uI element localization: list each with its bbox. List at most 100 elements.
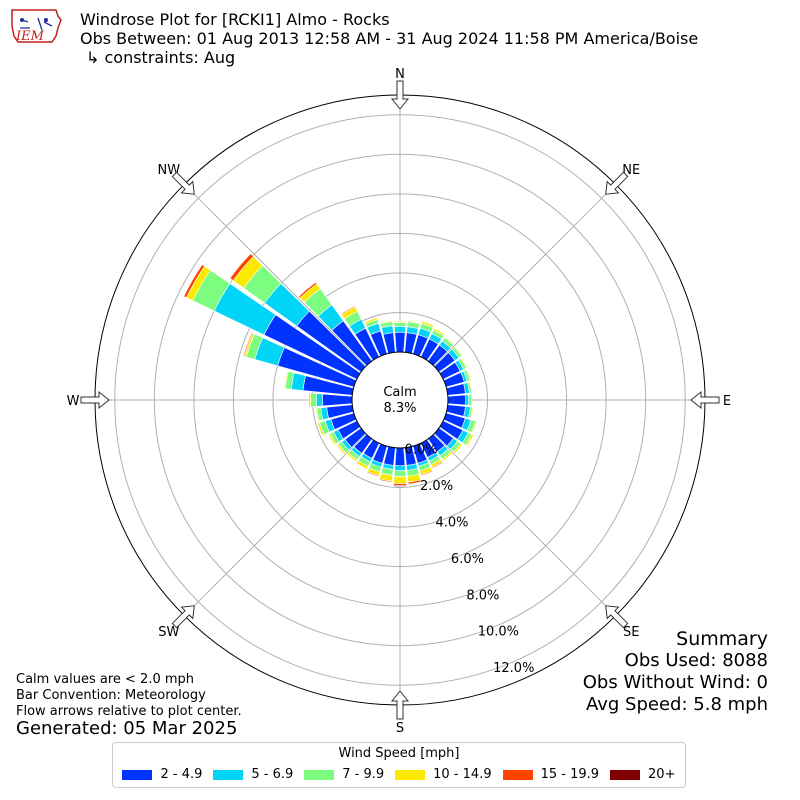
calm-value: 8.3% [383, 401, 416, 416]
bar-0-bin-4 [393, 321, 407, 323]
bar-140-bin-4 [441, 451, 453, 462]
bar-270-bin-2 [316, 393, 323, 407]
bar-320-bin-5 [298, 281, 318, 299]
bar-310-bin-5 [229, 253, 254, 281]
legend-swatch [122, 769, 153, 780]
flow-arrow-nw-icon [171, 171, 195, 195]
spoke-se [433, 433, 617, 617]
direction-label-se: SE [623, 625, 639, 640]
obs-without-wind: Obs Without Wind: 0 [582, 672, 768, 693]
avg-speed: Avg Speed: 5.8 mph [586, 694, 768, 715]
legend-item-bin-6: 20+ [610, 767, 675, 782]
bar-70-bin-4 [465, 369, 472, 381]
bar-20-bin-4 [421, 321, 435, 328]
bar-90-bin-2 [465, 394, 470, 406]
obs-used: Obs Used: 8088 [624, 650, 768, 671]
bar-50-bin-4 [453, 345, 463, 357]
polar-grid [95, 95, 705, 705]
calm-note: Calm values are < 2.0 mph [16, 672, 195, 687]
bar-270-bin-4 [308, 392, 312, 408]
bar-180-bin-1 [394, 447, 406, 467]
plot-notes: Calm values are < 2.0 mph Bar Convention… [16, 672, 242, 720]
calm-label: Calm [383, 385, 416, 400]
flow-arrow-ne-icon [605, 171, 629, 195]
bar-330-bin-5 [340, 305, 356, 316]
windrose-bars [183, 253, 478, 487]
title-block: Windrose Plot for [RCKI1] Almo - Rocks O… [80, 10, 698, 67]
radial-tick-label-0: 0.0% [405, 443, 438, 458]
bar-0-bin-1 [394, 331, 406, 353]
spoke-ne [433, 183, 617, 367]
legend-item-bin-1: 2 - 4.9 [122, 767, 202, 782]
bar-180-bin-4 [393, 476, 407, 484]
bar-200-bin-5 [366, 471, 380, 478]
bar-300-bin-5 [183, 264, 206, 299]
bar-0-bin-3 [393, 322, 407, 327]
bar-260-bin-4 [315, 407, 320, 422]
legend-item-bin-2: 5 - 6.9 [213, 767, 293, 782]
radial-tick-label-2: 4.0% [435, 515, 468, 530]
bar-220-bin-4 [346, 452, 358, 462]
bar-90-bin-1 [447, 394, 467, 406]
bar-210-bin-4 [356, 460, 369, 470]
legend-label: 7 - 9.9 [342, 767, 385, 782]
bar-290-bin-5 [242, 332, 254, 357]
bar-350-bin-4 [379, 320, 393, 325]
radial-tick-label-1: 2.0% [420, 479, 453, 494]
legend-label: 2 - 4.9 [160, 767, 203, 782]
bar-270-bin-3 [310, 392, 317, 408]
bar-250-bin-4 [317, 422, 325, 436]
plot-subtitle: Obs Between: 01 Aug 2013 12:58 AM - 31 A… [80, 29, 699, 48]
bar-240-bin-4 [327, 433, 337, 446]
direction-label-w: W [67, 394, 80, 409]
legend-swatch [304, 769, 335, 780]
summary-box: Summary Obs Used: 8088 Obs Without Wind:… [583, 628, 768, 716]
legend-swatch [213, 769, 244, 780]
bar-110-bin-4 [471, 420, 478, 434]
legend-swatch [610, 769, 641, 780]
bar-40-bin-4 [444, 336, 455, 346]
bar-280-bin-4 [284, 370, 289, 390]
bar-150-bin-5 [431, 461, 444, 469]
legend-item-bin-4: 10 - 14.9 [395, 767, 492, 782]
flow-arrow-se-icon [605, 605, 629, 629]
legend-title: Wind Speed [mph] [338, 746, 460, 761]
legend-label: 15 - 19.9 [540, 767, 600, 782]
bar-180-bin-3 [393, 470, 407, 477]
legend-item-bin-3: 7 - 9.9 [304, 767, 384, 782]
bar-230-bin-4 [336, 443, 347, 455]
bar-0-bin-2 [394, 325, 406, 333]
flow-arrow-s-icon [390, 690, 410, 720]
summary-heading: Summary [676, 628, 768, 650]
bar-120-bin-4 [465, 434, 474, 447]
calm-disk [351, 351, 449, 449]
flow-arrow-sw-icon [171, 605, 195, 629]
legend-item-bin-5: 15 - 19.9 [502, 767, 600, 782]
direction-label-ne: NE [622, 163, 640, 178]
flow-arrow-w-icon [80, 390, 110, 410]
bar-80-bin-4 [469, 381, 473, 394]
direction-label-s: S [396, 721, 404, 736]
plot-title: Windrose Plot for [RCKI1] Almo - Rocks [80, 10, 390, 29]
direction-label-n: N [395, 67, 405, 82]
bar-60-bin-4 [460, 357, 468, 369]
bar-340-bin-4 [364, 317, 378, 325]
radial-tick-label-6: 12.0% [493, 661, 534, 676]
generated-date: Generated: 05 Mar 2025 [16, 718, 238, 739]
bar-90-bin-3 [468, 394, 473, 406]
flow-arrows-note: Flow arrows relative to plot center. [16, 704, 242, 719]
flow-arrow-e-icon [690, 390, 720, 410]
direction-label-e: E [723, 394, 731, 409]
bar-180-bin-2 [394, 465, 406, 472]
bar-180-bin-6 [393, 484, 407, 487]
flow-arrow-n-icon [390, 80, 410, 110]
legend-swatch [395, 769, 426, 780]
bar-270-bin-1 [322, 393, 353, 407]
radial-tick-label-5: 10.0% [478, 625, 519, 640]
bar-130-bin-4 [452, 443, 463, 455]
legend-label: 20+ [648, 767, 676, 782]
bar-160-bin-5 [420, 470, 433, 477]
bar-convention-note: Bar Convention: Meteorology [16, 688, 206, 703]
